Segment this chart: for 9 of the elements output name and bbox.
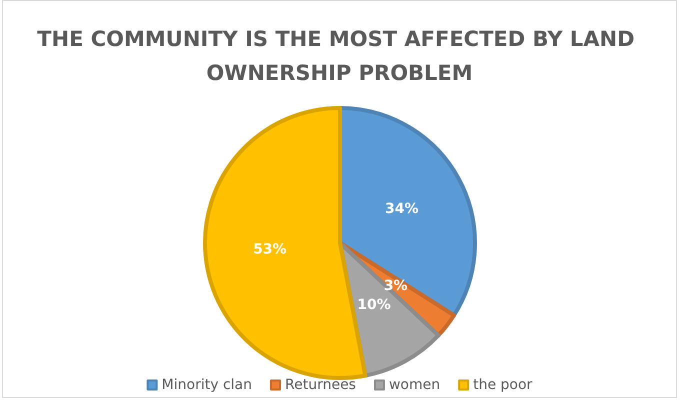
data-label: 3%: [384, 278, 408, 294]
legend-label: the poor: [473, 377, 533, 393]
data-label: 34%: [385, 201, 419, 218]
legend-label: Minority clan: [162, 377, 252, 393]
data-label: 10%: [357, 296, 391, 313]
chart-title: THE COMMUNITY IS THE MOST AFFECTED BY LAND OWNERSHIP PROBLEM: [37, 27, 642, 85]
legend-label: women: [388, 377, 440, 393]
legend-label: Returnees: [285, 377, 356, 393]
data-label: 53%: [253, 242, 287, 258]
